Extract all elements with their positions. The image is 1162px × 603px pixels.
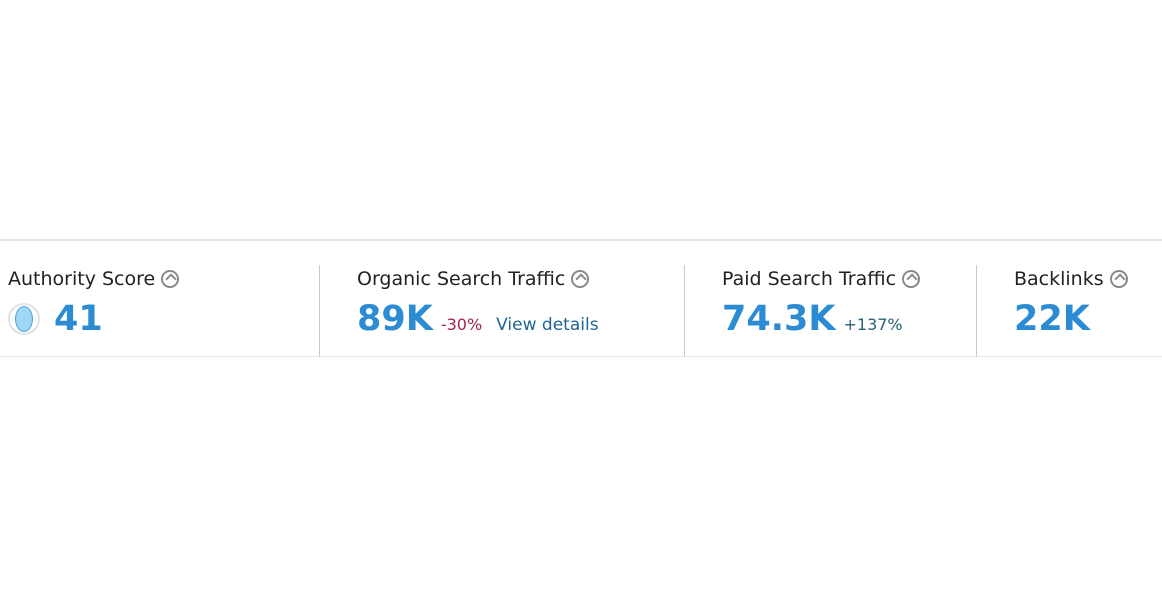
metric-change: +137%: [843, 315, 903, 334]
help-icon[interactable]: [161, 270, 180, 288]
label-row: Organic Search Traffic: [357, 266, 599, 292]
label-row: Authority Score: [8, 266, 180, 292]
divider: [684, 265, 685, 357]
metrics-band: [0, 239, 1162, 357]
help-icon[interactable]: [1109, 270, 1128, 288]
metric-label: Organic Search Traffic: [357, 268, 566, 290]
metric: Backlinks 22K: [1014, 266, 1128, 340]
label-row: Paid Search Traffic: [722, 266, 921, 292]
divider: [976, 265, 977, 357]
value-row: 22K: [1014, 298, 1128, 340]
metric: Paid Search Traffic 74.3K +137%: [722, 266, 921, 340]
value-row: 89K -30% View details: [357, 298, 599, 340]
help-icon[interactable]: [571, 270, 590, 288]
help-icon[interactable]: [902, 270, 921, 288]
divider: [319, 265, 320, 357]
metric-value: 22K: [1014, 299, 1090, 339]
metric-change: -30%: [440, 315, 483, 334]
label-row: Backlinks: [1014, 266, 1128, 292]
value-row: 41: [8, 298, 179, 340]
metric-label: Authority Score: [8, 268, 156, 290]
metric: Organic Search Traffic 89K -30% View det…: [357, 266, 599, 340]
metric-value: 89K: [357, 299, 433, 339]
authority-icon: [8, 303, 40, 335]
metric-value: 41: [54, 299, 103, 339]
metric: Authority Score 41: [8, 266, 180, 340]
value-row: 74.3K +137%: [722, 298, 920, 340]
metric-label: Paid Search Traffic: [722, 268, 897, 290]
metric-value: 74.3K: [722, 299, 836, 339]
metric-label: Backlinks: [1014, 268, 1104, 290]
view-details-link[interactable]: View details: [496, 315, 599, 335]
